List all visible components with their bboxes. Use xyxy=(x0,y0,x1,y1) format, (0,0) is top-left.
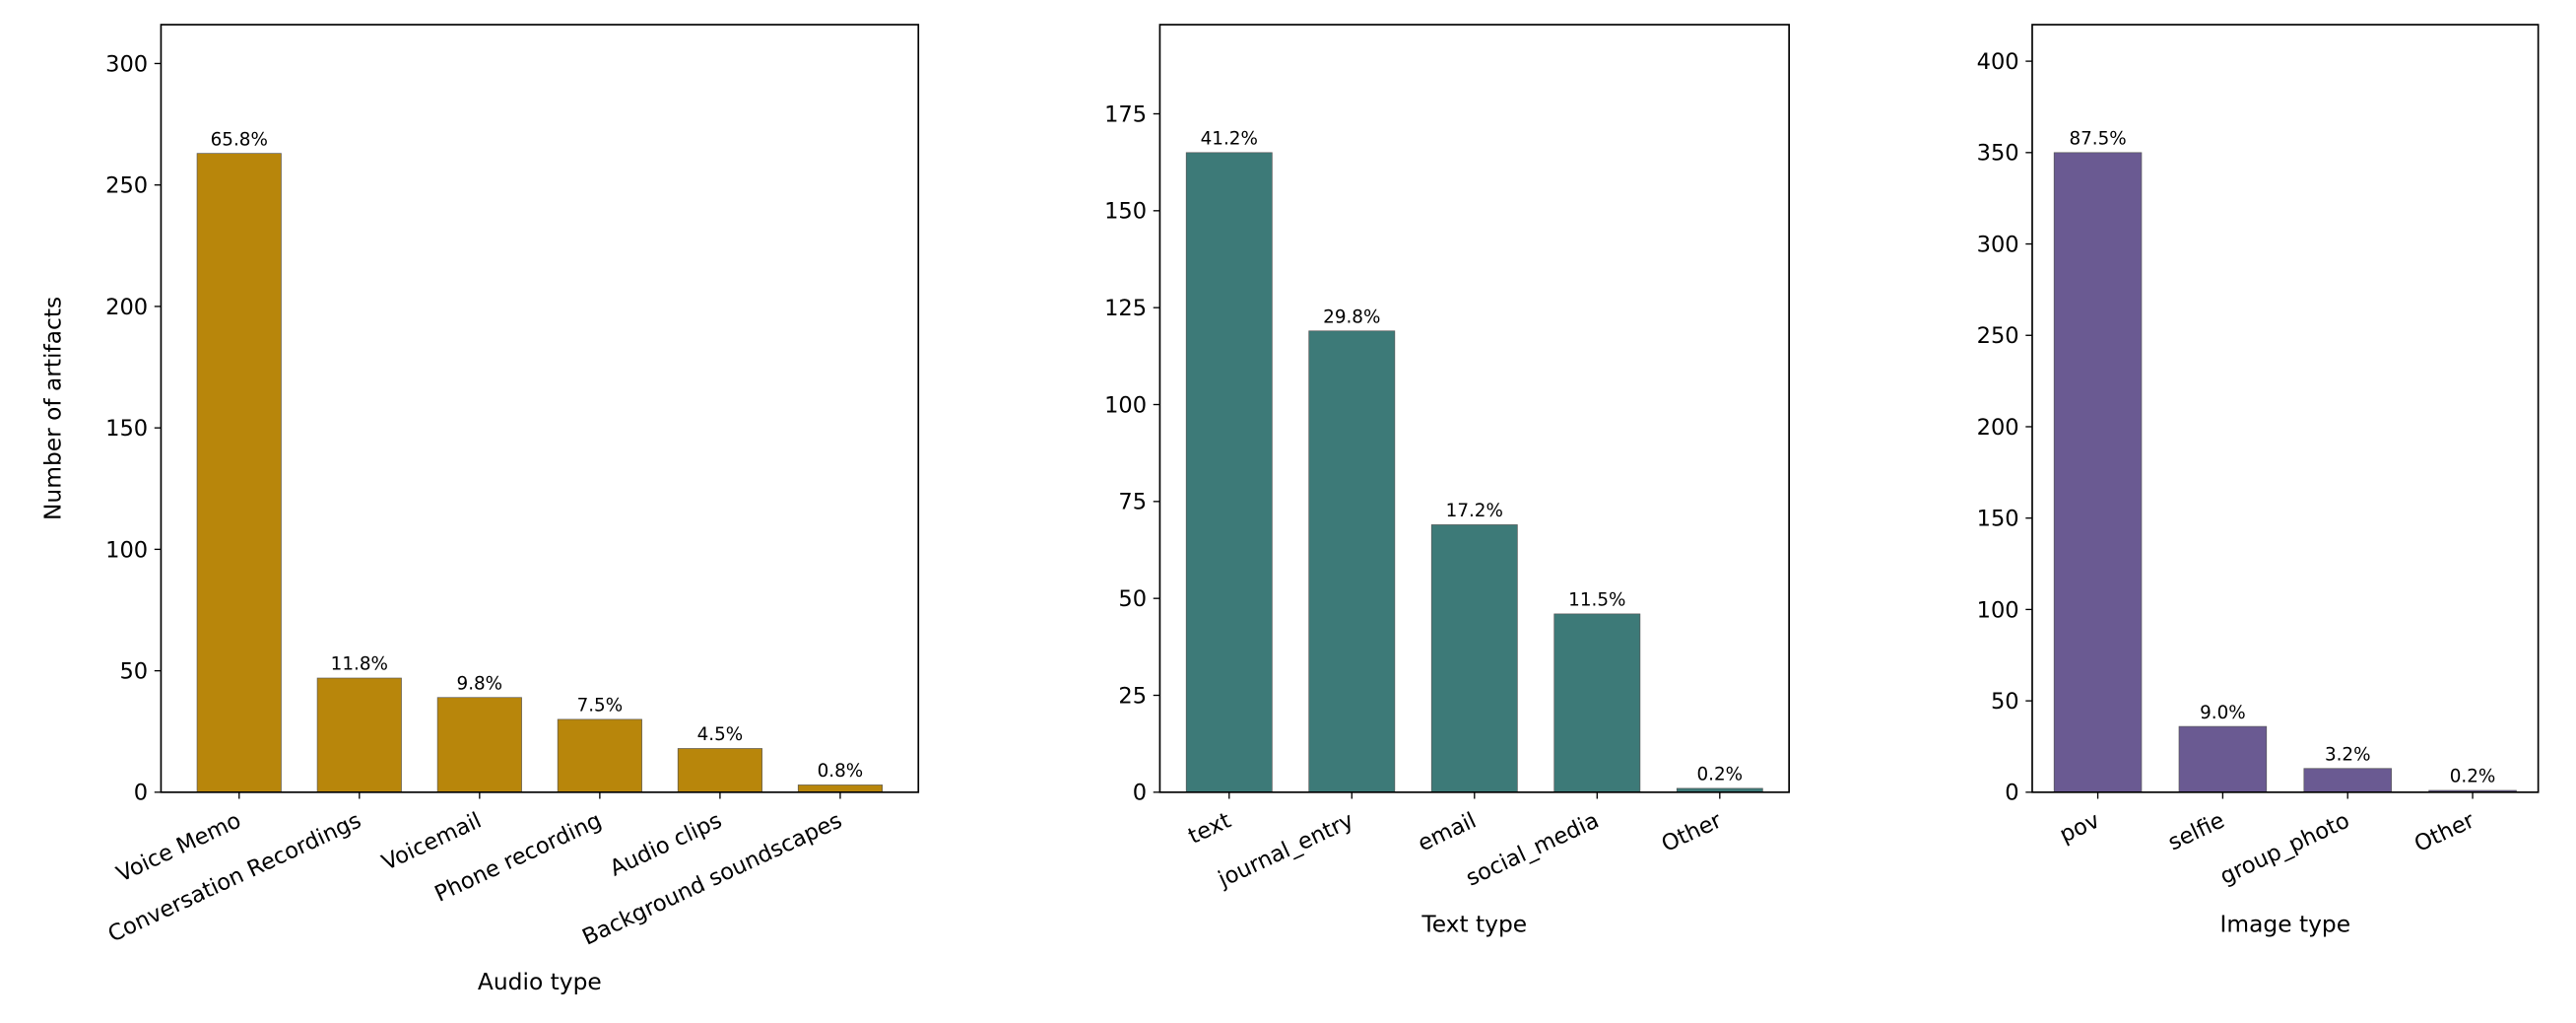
bar xyxy=(316,677,402,793)
bar xyxy=(1553,613,1641,793)
y-tick-label: 100 xyxy=(1977,597,2019,623)
x-tick-label: Other xyxy=(2411,807,2479,857)
axes-frame xyxy=(160,24,920,793)
y-tick-label: 100 xyxy=(1104,392,1147,418)
y-tick-label: 350 xyxy=(1977,141,2019,167)
bar xyxy=(2053,152,2143,793)
y-tick-label: 0 xyxy=(2005,781,2018,806)
x-tick-label: journal_entry xyxy=(1214,808,1357,894)
y-tick-label: 50 xyxy=(1991,689,2019,715)
value-label: 3.2% xyxy=(2325,744,2371,765)
value-label: 41.2% xyxy=(1201,128,1258,149)
bar xyxy=(677,748,762,793)
x-tick-label: email xyxy=(1414,808,1480,857)
axes-frame xyxy=(1158,24,1790,793)
value-label: 17.2% xyxy=(1446,501,1503,521)
value-label: 0.2% xyxy=(1697,765,1744,785)
y-tick-label: 0 xyxy=(134,781,148,806)
value-label: 7.5% xyxy=(577,696,624,716)
bar xyxy=(557,718,642,793)
y-tick-label: 50 xyxy=(119,658,148,684)
value-label: 9.0% xyxy=(2200,703,2246,723)
x-tick-label: group_photo xyxy=(2216,808,2353,890)
x-axis-label: Text type xyxy=(1420,910,1527,937)
y-tick-label: 300 xyxy=(105,51,148,77)
x-tick-label: Other xyxy=(1658,807,1727,857)
x-tick-label: text xyxy=(1184,807,1234,849)
bar xyxy=(1430,524,1518,793)
y-tick-label: 25 xyxy=(1118,683,1147,709)
x-axis-label: Image type xyxy=(2220,910,2351,937)
y-tick-label: 200 xyxy=(1977,415,2019,441)
x-tick-label: social_media xyxy=(1462,808,1603,892)
y-axis-label: Number of artifacts xyxy=(39,297,67,520)
value-label: 9.8% xyxy=(457,673,503,694)
bar xyxy=(797,784,883,793)
x-tick-label: selfie xyxy=(2164,808,2228,856)
axes-frame xyxy=(2031,24,2540,793)
y-tick-label: 125 xyxy=(1104,296,1147,321)
y-tick-label: 400 xyxy=(1977,49,2019,75)
y-tick-label: 200 xyxy=(105,295,148,320)
y-tick-label: 300 xyxy=(1977,232,2019,257)
value-label: 0.2% xyxy=(2450,767,2496,787)
y-tick-label: 250 xyxy=(105,173,148,199)
x-tick-label: pov xyxy=(2056,808,2103,849)
y-tick-label: 0 xyxy=(1133,781,1147,806)
value-label: 87.5% xyxy=(2069,128,2126,149)
y-tick-label: 150 xyxy=(1104,199,1147,225)
y-tick-label: 150 xyxy=(1977,507,2019,532)
value-label: 11.8% xyxy=(331,654,388,675)
y-tick-label: 250 xyxy=(1977,323,2019,349)
value-label: 4.5% xyxy=(697,724,744,745)
value-label: 11.5% xyxy=(1568,590,1625,611)
y-tick-label: 75 xyxy=(1118,490,1147,515)
y-tick-label: 150 xyxy=(105,416,148,442)
value-label: 65.8% xyxy=(211,129,268,150)
y-tick-label: 175 xyxy=(1104,102,1147,127)
bar xyxy=(2303,768,2392,793)
bar xyxy=(1308,330,1396,793)
bar xyxy=(436,697,522,793)
value-label: 29.8% xyxy=(1323,307,1380,327)
bar xyxy=(196,153,282,793)
bar xyxy=(2178,725,2268,793)
bar xyxy=(1185,152,1273,793)
y-tick-label: 100 xyxy=(105,537,148,563)
x-axis-label: Audio type xyxy=(478,968,602,995)
value-label: 0.8% xyxy=(818,761,864,782)
y-tick-label: 50 xyxy=(1118,586,1147,612)
